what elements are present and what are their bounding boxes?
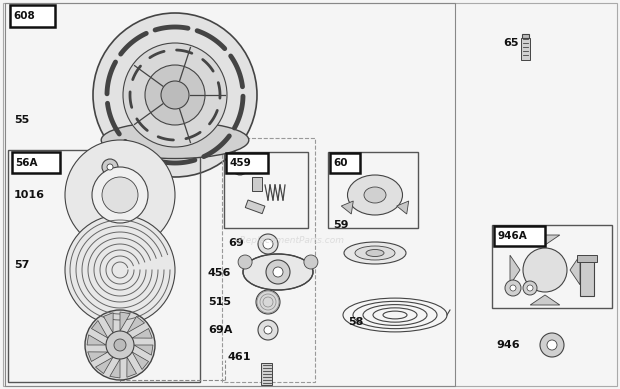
Circle shape <box>85 310 155 380</box>
Polygon shape <box>341 201 353 214</box>
Circle shape <box>304 255 318 269</box>
Ellipse shape <box>366 249 384 256</box>
Text: 60: 60 <box>333 158 347 168</box>
Circle shape <box>107 164 113 170</box>
Ellipse shape <box>101 122 249 159</box>
Ellipse shape <box>364 187 386 203</box>
Circle shape <box>65 215 175 325</box>
Text: 461: 461 <box>228 352 252 362</box>
Circle shape <box>161 81 189 109</box>
Text: 608: 608 <box>13 11 35 21</box>
Circle shape <box>114 339 126 351</box>
Circle shape <box>238 255 252 269</box>
Polygon shape <box>510 255 520 285</box>
Circle shape <box>65 140 175 250</box>
Text: 59: 59 <box>333 220 348 230</box>
Bar <box>10 5 55 27</box>
Polygon shape <box>132 328 153 338</box>
Polygon shape <box>127 357 136 377</box>
Bar <box>226 153 268 173</box>
Ellipse shape <box>243 254 313 290</box>
Bar <box>252 177 262 191</box>
Circle shape <box>266 260 290 284</box>
Circle shape <box>123 43 227 147</box>
Circle shape <box>258 234 278 254</box>
Polygon shape <box>530 235 560 245</box>
Circle shape <box>102 159 118 175</box>
Circle shape <box>93 13 257 177</box>
Circle shape <box>145 65 205 125</box>
Polygon shape <box>104 313 113 333</box>
Polygon shape <box>95 357 113 373</box>
Ellipse shape <box>347 175 402 215</box>
Bar <box>492 225 612 308</box>
Circle shape <box>256 290 280 314</box>
Text: 69A: 69A <box>208 325 232 335</box>
Bar <box>521 38 530 60</box>
Bar <box>494 226 545 246</box>
Polygon shape <box>110 359 120 378</box>
Circle shape <box>264 326 272 334</box>
Circle shape <box>92 167 148 223</box>
Circle shape <box>547 340 557 350</box>
Text: 946: 946 <box>496 340 520 350</box>
Text: 456: 456 <box>208 268 231 278</box>
Circle shape <box>523 248 567 292</box>
Text: 459: 459 <box>229 158 250 168</box>
Circle shape <box>505 280 521 296</box>
Polygon shape <box>87 352 108 361</box>
Circle shape <box>273 267 283 277</box>
Circle shape <box>237 164 243 170</box>
Polygon shape <box>397 201 409 214</box>
Ellipse shape <box>355 246 395 260</box>
Polygon shape <box>127 316 144 333</box>
Bar <box>12 152 60 173</box>
Text: 1016: 1016 <box>14 190 45 200</box>
Bar <box>577 255 597 262</box>
Ellipse shape <box>344 242 406 264</box>
Bar <box>522 34 529 38</box>
Bar <box>224 152 308 228</box>
Text: 56A: 56A <box>15 158 37 168</box>
Polygon shape <box>91 321 108 338</box>
Circle shape <box>510 285 516 291</box>
Bar <box>5 3 455 386</box>
Text: 57: 57 <box>14 260 29 270</box>
Circle shape <box>523 281 537 295</box>
Circle shape <box>263 239 273 249</box>
Bar <box>261 363 272 385</box>
Text: 65: 65 <box>503 38 518 48</box>
Polygon shape <box>134 345 153 355</box>
Text: 58: 58 <box>348 317 363 327</box>
Bar <box>8 150 200 382</box>
Text: 515: 515 <box>208 297 231 307</box>
Polygon shape <box>132 352 149 370</box>
Polygon shape <box>570 255 580 285</box>
Circle shape <box>258 320 278 340</box>
Text: 69: 69 <box>228 238 244 248</box>
Polygon shape <box>120 312 130 331</box>
Text: 55: 55 <box>14 115 29 125</box>
Circle shape <box>232 159 248 175</box>
Bar <box>246 200 265 214</box>
Circle shape <box>102 177 138 213</box>
Bar <box>330 153 360 173</box>
Bar <box>580 258 594 296</box>
Circle shape <box>527 285 533 291</box>
Text: eReplacementParts.com: eReplacementParts.com <box>235 235 345 245</box>
Bar <box>222 138 315 382</box>
Polygon shape <box>530 295 560 305</box>
Text: 946A: 946A <box>497 231 527 241</box>
Circle shape <box>106 331 134 359</box>
Polygon shape <box>87 335 106 345</box>
Bar <box>328 152 418 228</box>
Circle shape <box>540 333 564 357</box>
